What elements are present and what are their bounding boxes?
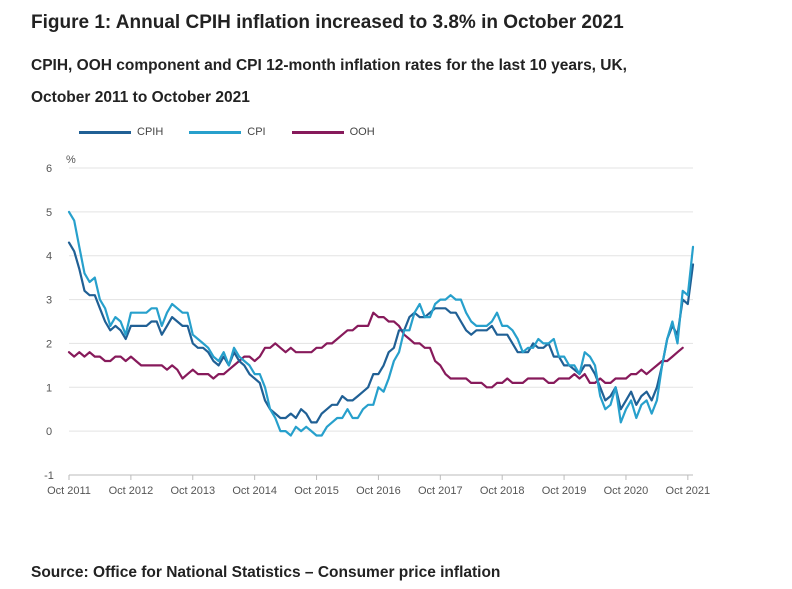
x-tick-label: Oct 2013	[170, 485, 215, 497]
series-line-ooh	[67, 311, 684, 389]
x-tick-label: Oct 2019	[542, 485, 587, 497]
x-tick-label: Oct 2012	[109, 485, 154, 497]
legend-label: CPI	[247, 126, 266, 138]
figure-subtitle: CPIH, OOH component and CPI 12-month inf…	[31, 57, 627, 106]
legend-swatch	[79, 130, 131, 134]
figure-title: Figure 1: Annual CPIH inflation increase…	[31, 12, 624, 33]
x-tick-label: Oct 2011	[47, 485, 91, 497]
legend-item-cpih: CPIH	[79, 126, 163, 138]
y-tick-label: 6	[46, 163, 52, 175]
x-tick-label: Oct 2020	[604, 485, 649, 497]
y-axis-label: %	[66, 154, 76, 166]
legend-swatch	[189, 130, 242, 134]
x-tick-label: Oct 2016	[356, 485, 401, 497]
legend-item-cpi: CPI	[189, 126, 266, 138]
y-tick-label: -1	[44, 470, 54, 482]
axes: -1 0 1 2 3 4 5 6% Oct 2011 Oct 2012 Oct 2013 Oct 20…	[44, 154, 710, 497]
legend-label: CPIH	[137, 126, 164, 138]
line-chart: -1 0 1 2 3 4 5 6% Oct 2011 Oct 2012 Oct 2013 Oct 20…	[44, 154, 710, 497]
y-tick-label: 1	[46, 382, 52, 394]
x-tick-label: Oct 2014	[232, 485, 277, 497]
y-tick-label: 4	[46, 251, 52, 263]
source-note: Source: Office for National Statistics –…	[31, 564, 501, 581]
chart-legend: CPIH CPI OOH	[79, 126, 401, 138]
y-tick-label: 0	[46, 426, 52, 438]
legend-swatch	[291, 130, 344, 134]
series-lines	[67, 210, 695, 437]
y-tick-label: 3	[46, 295, 52, 307]
y-tick-label: 5	[46, 207, 52, 219]
x-tick-label: Oct 2021	[666, 485, 711, 497]
x-tick-label: Oct 2017	[418, 485, 463, 497]
legend-item-ooh: OOH	[291, 126, 375, 138]
y-tick-label: 2	[46, 338, 52, 350]
x-tick-label: Oct 2015	[294, 485, 339, 497]
series-line-cpi	[67, 210, 695, 437]
series-line-cpih	[67, 241, 695, 424]
x-tick-label: Oct 2018	[480, 485, 525, 497]
legend-label: OOH	[349, 126, 375, 138]
